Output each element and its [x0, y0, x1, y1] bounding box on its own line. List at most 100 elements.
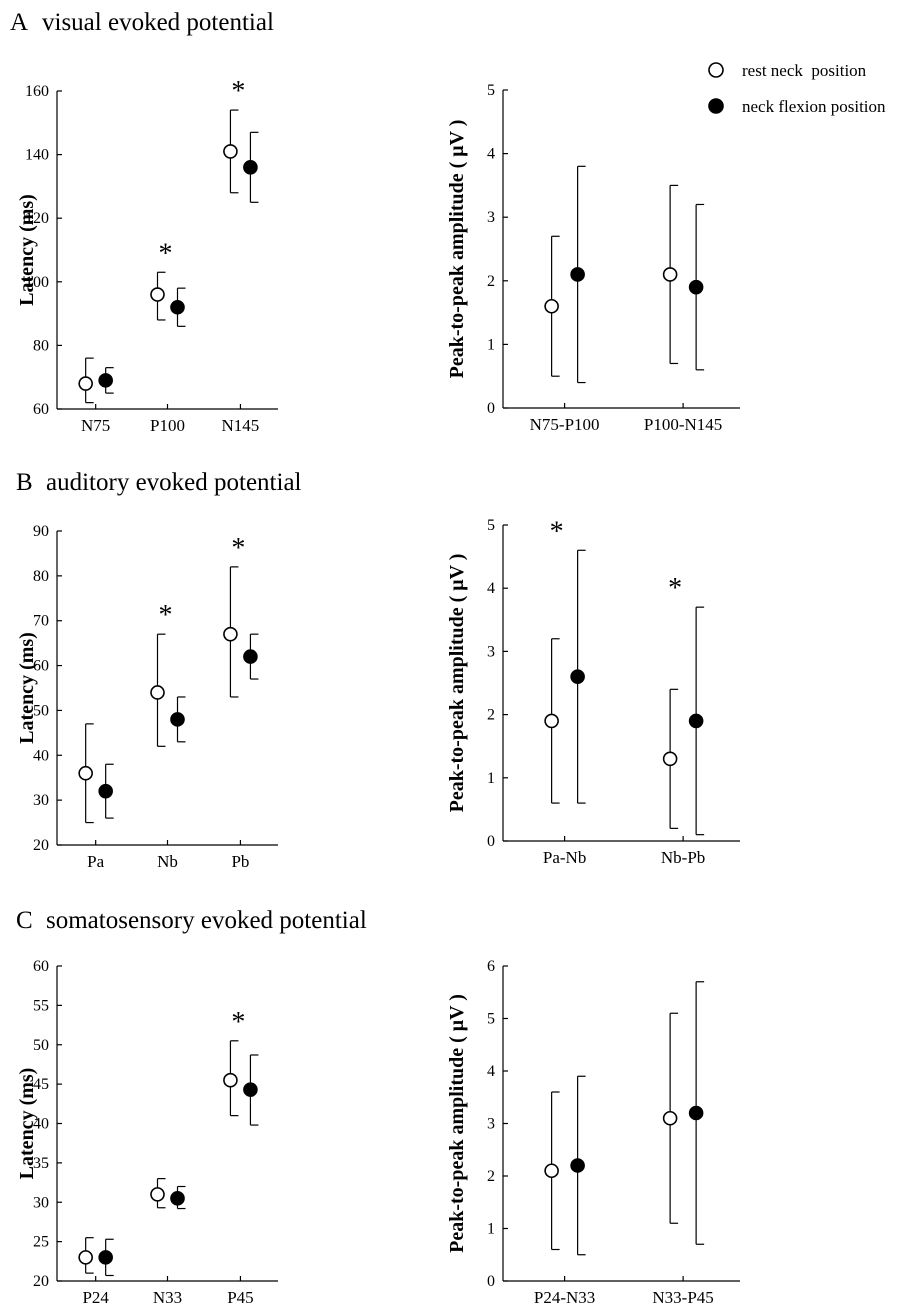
- flexion-point: [688, 279, 704, 295]
- x-category-label: P100: [150, 416, 185, 435]
- rest-point: [544, 1163, 559, 1179]
- rest-point: [544, 713, 559, 729]
- y-tick-label: 2: [487, 707, 495, 724]
- panel-b-title: auditory evoked potential: [46, 469, 302, 496]
- y-tick-label: 30: [33, 792, 49, 809]
- rest-point: [223, 626, 238, 642]
- rest-point: [78, 376, 93, 391]
- y-tick-label: 60: [33, 658, 49, 675]
- chart-a-amplitude: 0 1 2 3 4 5 Peak-to-peak amplitude ( μV ) N75-P…: [446, 82, 740, 434]
- legend-open-circle-marker: [708, 62, 724, 78]
- y-tick-label: 5: [487, 517, 495, 534]
- y-axis-label: Peak-to-peak amplitude ( μV ): [446, 554, 468, 813]
- x-category-label: Nb-Pb: [661, 848, 705, 867]
- y-axis-label: Peak-to-peak amplitude ( μV ): [446, 120, 468, 379]
- y-tick-label: 70: [33, 613, 49, 630]
- x-category-label: N75-P100: [530, 415, 600, 434]
- legend-rest-label: rest neck position: [742, 61, 867, 80]
- flexion-point: [98, 783, 113, 799]
- legend-flexion-label: neck flexion position: [742, 97, 886, 116]
- x-category-label: N33: [153, 1288, 182, 1307]
- significance-star: *: [231, 533, 245, 564]
- rest-point: [150, 685, 165, 700]
- x-category-label: P24: [82, 1288, 109, 1307]
- flexion-point: [98, 373, 113, 388]
- x-category-label: Nb: [157, 852, 178, 871]
- panel-c-title: somatosensory evoked potential: [46, 907, 367, 934]
- x-category-label: N145: [222, 416, 260, 435]
- y-axis-label: Latency (ms): [16, 1068, 38, 1180]
- rest-point: [78, 1250, 93, 1265]
- rest-point: [662, 1110, 678, 1126]
- y-tick-label: 140: [25, 147, 49, 164]
- significance-star: *: [159, 238, 173, 269]
- y-axis-label: Latency (ms): [16, 194, 38, 306]
- y-tick-label: 80: [33, 568, 49, 585]
- y-tick-label: 35: [33, 1155, 49, 1172]
- significance-star: *: [550, 516, 564, 547]
- y-tick-label: 45: [33, 1076, 49, 1093]
- y-tick-label: 1: [487, 770, 495, 787]
- y-tick-label: 3: [487, 209, 495, 226]
- flexion-point: [170, 1191, 185, 1206]
- y-tick-label: 4: [487, 1063, 495, 1080]
- y-tick-label: 30: [33, 1194, 49, 1211]
- chart-c-amplitude: 0 1 2 3 4 5 6 Peak-to-peak amplitude ( μV ) P24-…: [446, 958, 740, 1307]
- y-tick-label: 50: [33, 702, 49, 719]
- y-tick-label: 80: [33, 337, 49, 354]
- flexion-point: [570, 1158, 585, 1173]
- flexion-point: [688, 713, 704, 729]
- panel-a-letter: A: [10, 9, 28, 36]
- y-tick-label: 90: [33, 523, 49, 540]
- legend-filled-circle-marker: [708, 98, 724, 114]
- y-tick-label: 25: [33, 1234, 49, 1251]
- y-tick-label: 20: [33, 837, 49, 854]
- flexion-point: [243, 160, 258, 175]
- flexion-point: [170, 299, 185, 315]
- x-category-label: P24-N33: [534, 1288, 595, 1307]
- rest-point: [150, 1187, 165, 1202]
- x-category-label: Pa: [87, 852, 104, 871]
- flexion-point: [570, 267, 585, 282]
- y-tick-label: 20: [33, 1273, 49, 1290]
- y-tick-label: 3: [487, 1116, 495, 1133]
- panel-b-letter: B: [16, 469, 33, 496]
- significance-star: *: [231, 76, 245, 107]
- chart-b-amplitude: 0 1 2 3 4 5 Peak-to-peak amplitude ( μV ) Pa-Nb…: [446, 516, 740, 867]
- flexion-point: [98, 1250, 113, 1265]
- chart-a-latency: 60 80 100 120 140 160 Latency (ms) N75 P100 * N145…: [16, 76, 278, 435]
- chart-c-latency: 20 25 30 35 40 45 50 55 60 Latency (ms) P24 N33 P45 *: [16, 958, 278, 1307]
- rest-point: [662, 751, 678, 767]
- chart-b-latency: 20 30 40 50 60 70 80 90 Latency (ms) Pa Nb * Pb *: [16, 523, 278, 871]
- x-category-label: N33-P45: [652, 1288, 713, 1307]
- rest-point: [223, 144, 238, 159]
- panel-c-letter: C: [16, 907, 33, 934]
- y-tick-label: 50: [33, 1037, 49, 1054]
- y-tick-label: 160: [25, 83, 49, 100]
- y-tick-label: 3: [487, 643, 495, 660]
- x-category-label: P100-N145: [644, 415, 722, 434]
- panel-a-title: visual evoked potential: [42, 9, 274, 36]
- significance-star: *: [159, 600, 173, 631]
- y-tick-label: 6: [487, 958, 495, 975]
- rest-point: [78, 765, 93, 781]
- significance-star: *: [668, 573, 682, 604]
- rest-point: [662, 267, 678, 282]
- flexion-point: [243, 649, 258, 664]
- y-tick-label: 5: [487, 82, 495, 99]
- y-axis-label: Peak-to-peak amplitude ( μV ): [446, 994, 468, 1253]
- y-tick-label: 4: [487, 146, 495, 163]
- y-tick-label: 1: [487, 1221, 495, 1238]
- y-tick-label: 2: [487, 273, 495, 290]
- rest-point: [544, 298, 559, 314]
- y-tick-label: 5: [487, 1011, 495, 1028]
- rest-point: [150, 287, 165, 302]
- x-category-label: Pb: [231, 852, 249, 871]
- y-tick-label: 2: [487, 1168, 495, 1185]
- y-tick-label: 0: [487, 1273, 495, 1290]
- x-category-label: Pa-Nb: [543, 848, 586, 867]
- flexion-point: [688, 1105, 704, 1121]
- x-category-label: P45: [227, 1288, 253, 1307]
- y-tick-label: 100: [25, 274, 49, 291]
